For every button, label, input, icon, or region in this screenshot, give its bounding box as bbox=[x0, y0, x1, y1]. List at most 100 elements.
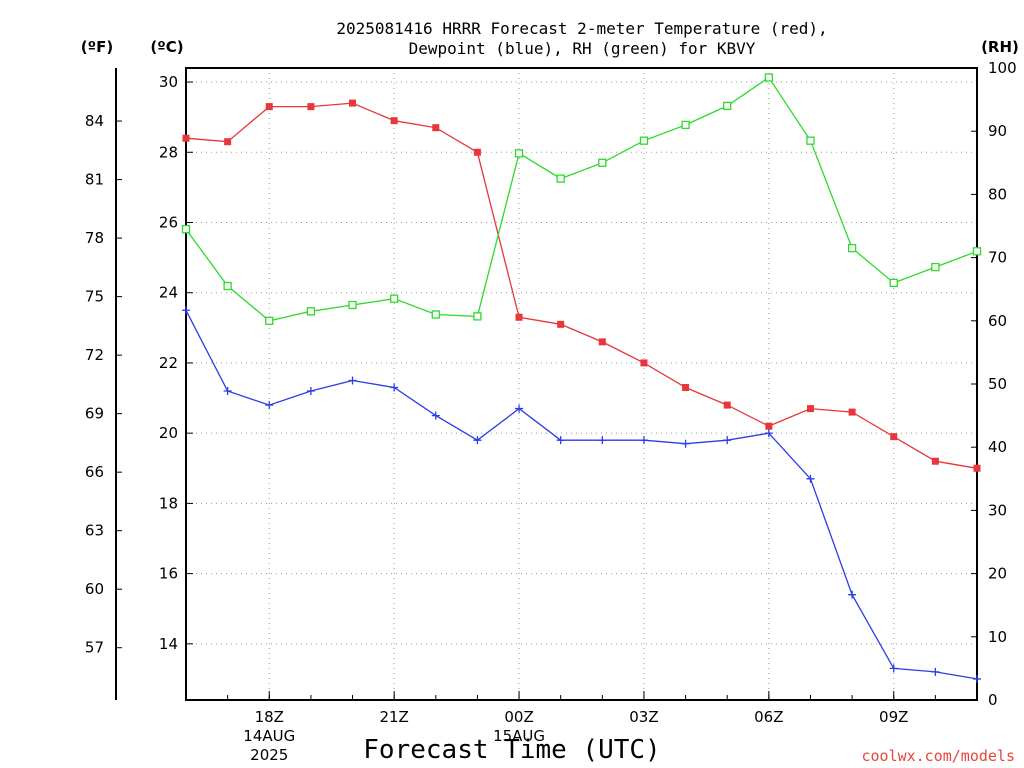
rh-point bbox=[847, 243, 857, 253]
dewpoint-point bbox=[556, 436, 565, 445]
tick-label-c: 30 bbox=[159, 73, 178, 91]
x-axis-label: Forecast Time (UTC) bbox=[363, 735, 660, 765]
dewpoint-point bbox=[348, 376, 357, 385]
dewpoint-point bbox=[390, 383, 399, 392]
dewpoint-point bbox=[431, 411, 440, 420]
temp-point bbox=[682, 384, 690, 392]
dewpoint-point bbox=[889, 664, 898, 673]
temp-point bbox=[848, 408, 856, 416]
tick-label-rh: 40 bbox=[988, 438, 1007, 456]
tick-label-rh: 80 bbox=[988, 185, 1007, 203]
temp-point bbox=[640, 359, 648, 367]
dewpoint-point bbox=[265, 401, 274, 410]
unit-fahrenheit: (ºF) bbox=[81, 38, 113, 56]
dewpoint-point bbox=[764, 429, 773, 438]
unit-celsius: (ºC) bbox=[150, 38, 183, 56]
axis-ticks: 30 28 26 24 22 20 18 16 14 84 81 78 75 72 69 66 63 60 57 10… bbox=[85, 59, 1017, 764]
tick-label-rh: 90 bbox=[988, 122, 1007, 140]
rh-point bbox=[598, 158, 607, 167]
tick-label-f: 66 bbox=[85, 463, 104, 481]
rh-point bbox=[764, 73, 773, 82]
tick-label-c: 22 bbox=[159, 354, 178, 372]
temp-line bbox=[185, 102, 978, 469]
dewpoint-point bbox=[306, 387, 315, 396]
dewpoint-point bbox=[639, 436, 648, 445]
rh-point bbox=[348, 300, 357, 310]
tick-label-x: 03Z bbox=[629, 708, 658, 726]
temp-point bbox=[265, 103, 273, 111]
dewpoint-point bbox=[973, 674, 981, 683]
tick-label-c: 14 bbox=[159, 635, 178, 653]
tick-label-c: 24 bbox=[159, 284, 178, 302]
dewpoint-point bbox=[723, 436, 732, 445]
tick-label-f: 60 bbox=[85, 580, 104, 598]
axes bbox=[115, 67, 978, 701]
tick-label-x: 21Z bbox=[379, 708, 408, 726]
tick-label-x: 06Z bbox=[754, 708, 783, 726]
dewpoint-point bbox=[598, 436, 607, 445]
rh-point bbox=[181, 225, 191, 234]
temp-point bbox=[307, 103, 315, 111]
tick-label-f: 78 bbox=[85, 229, 104, 247]
tick-label-x: 00Z bbox=[504, 708, 533, 726]
tick-label-c: 20 bbox=[159, 424, 178, 442]
temp-point bbox=[557, 320, 565, 328]
temp-point bbox=[890, 433, 898, 441]
chart-title-line1: 2025081416 HRRR Forecast 2-meter Tempera… bbox=[336, 19, 827, 38]
rh-point bbox=[306, 307, 316, 316]
tick-label-x: 09Z bbox=[879, 708, 908, 726]
rh-point bbox=[223, 281, 232, 291]
tick-label-c: 16 bbox=[159, 565, 178, 583]
rh-point bbox=[889, 278, 898, 288]
temp-point bbox=[806, 405, 814, 413]
rh-point bbox=[639, 136, 649, 145]
tick-label-f: 75 bbox=[85, 288, 104, 306]
tick-sublabel-x: 15AUG bbox=[493, 727, 545, 745]
dewpoint-point bbox=[806, 474, 815, 483]
temp-point bbox=[973, 464, 981, 472]
tick-label-rh: 20 bbox=[988, 565, 1007, 583]
rh-point bbox=[265, 316, 274, 325]
tick-label-f: 63 bbox=[85, 522, 104, 540]
dewpoint-point bbox=[515, 404, 524, 413]
tick-label-f: 81 bbox=[85, 171, 104, 189]
temp-point bbox=[182, 134, 190, 142]
tick-sublabel-x: 14AUG bbox=[243, 727, 295, 745]
tick-label-rh: 50 bbox=[988, 375, 1007, 393]
rh-point bbox=[431, 310, 440, 319]
tick-label-rh: 100 bbox=[988, 59, 1017, 77]
rh-point bbox=[556, 174, 565, 183]
rh-point bbox=[723, 101, 732, 111]
gridlines bbox=[186, 68, 977, 700]
dewpoint-point bbox=[473, 436, 482, 445]
rh-point bbox=[806, 136, 815, 145]
rh-point bbox=[972, 247, 982, 256]
tick-label-c: 28 bbox=[159, 143, 178, 161]
tick-label-rh: 10 bbox=[988, 628, 1007, 646]
temp-point bbox=[224, 138, 232, 146]
tick-label-rh: 30 bbox=[988, 501, 1007, 519]
dewpoint-point bbox=[931, 667, 940, 676]
temp-point bbox=[598, 338, 606, 346]
temp-point bbox=[723, 401, 731, 409]
rh-line bbox=[185, 76, 978, 322]
temp-point bbox=[432, 124, 440, 132]
tick-label-f: 69 bbox=[85, 405, 104, 423]
tick-label-rh: 70 bbox=[988, 249, 1007, 267]
dewpoint-line bbox=[185, 310, 978, 680]
temp-point bbox=[473, 148, 481, 156]
tick-label-rh: 60 bbox=[988, 312, 1007, 330]
chart-title-line2: Dewpoint (blue), RH (green) for KBVY bbox=[409, 39, 756, 58]
dewpoint-point bbox=[223, 387, 232, 396]
tick-label-f: 84 bbox=[85, 112, 104, 130]
rh-point bbox=[681, 120, 690, 130]
series bbox=[181, 73, 982, 683]
temp-point bbox=[390, 117, 398, 125]
credit-text: coolwx.com/models bbox=[861, 747, 1015, 765]
temp-point bbox=[931, 457, 939, 465]
rh-point bbox=[390, 294, 399, 303]
temp-point bbox=[515, 313, 523, 321]
tick-label-f: 72 bbox=[85, 346, 104, 364]
tick-label-c: 18 bbox=[159, 494, 178, 512]
